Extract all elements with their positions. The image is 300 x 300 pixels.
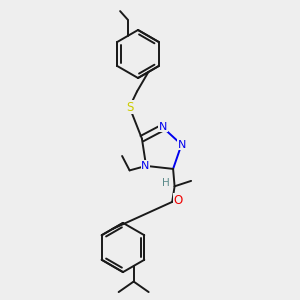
Text: O: O xyxy=(174,194,183,207)
Text: N: N xyxy=(178,140,186,150)
Text: N: N xyxy=(159,122,167,132)
Text: S: S xyxy=(126,100,133,114)
Text: H: H xyxy=(162,178,170,188)
Text: N: N xyxy=(141,161,150,171)
